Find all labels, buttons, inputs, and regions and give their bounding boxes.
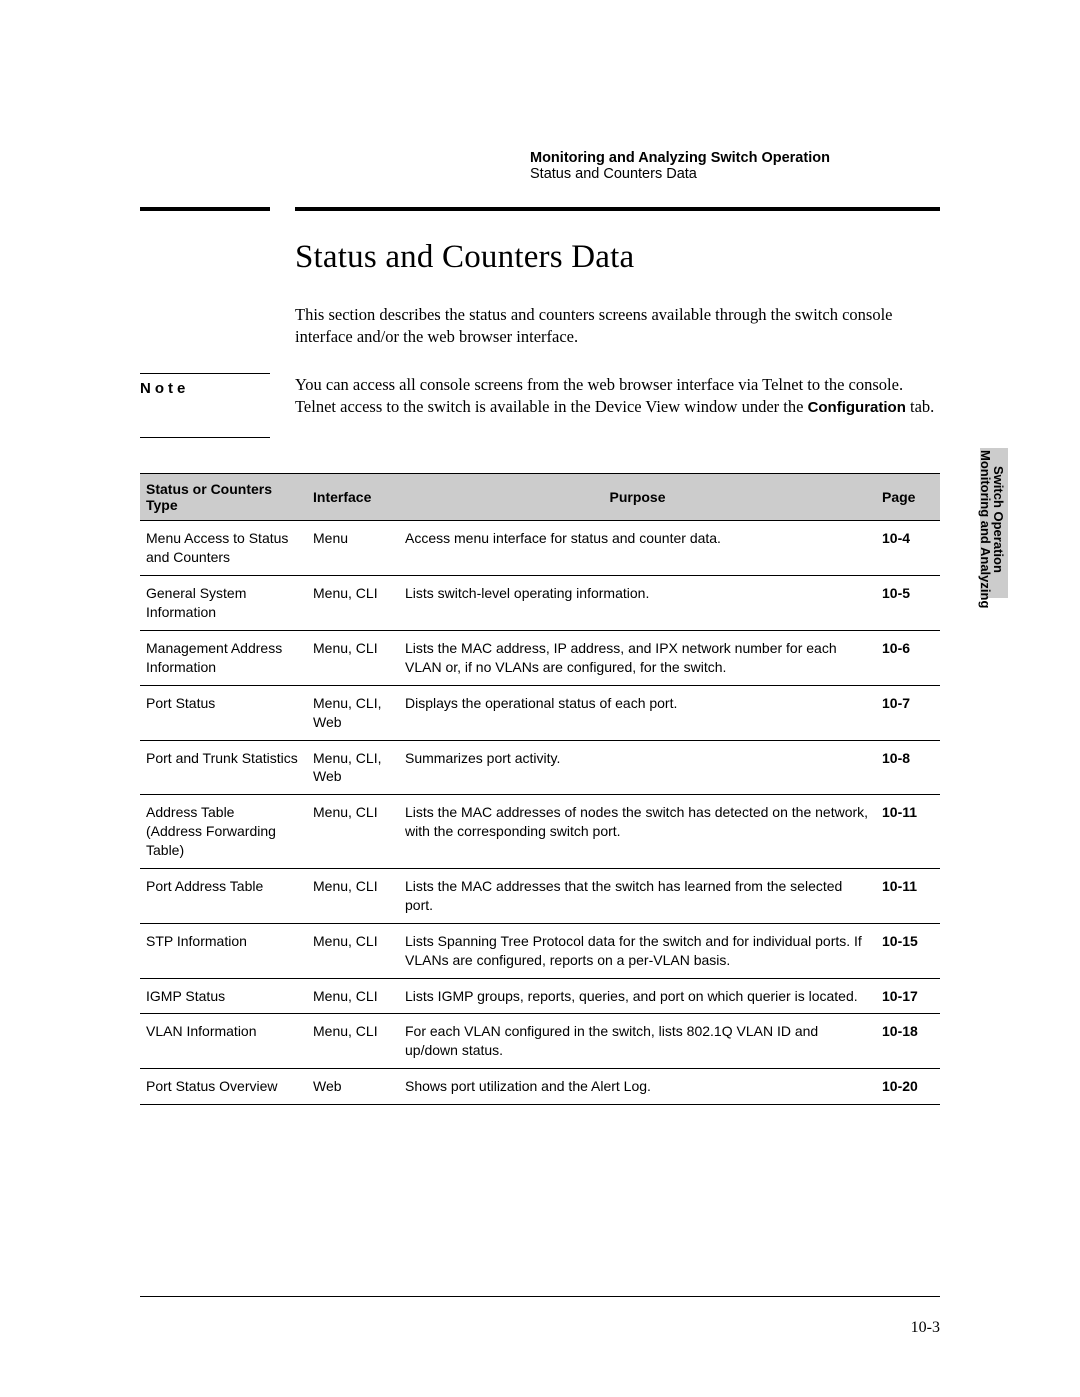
cell-page: 10-20	[876, 1069, 940, 1105]
cell-interface: Menu, CLI, Web	[307, 685, 399, 740]
cell-page: 10-7	[876, 685, 940, 740]
cell-page: 10-15	[876, 923, 940, 978]
section-title: Status and Counters Data	[295, 239, 940, 276]
table-row: General System InformationMenu, CLILists…	[140, 576, 940, 631]
cell-page: 10-8	[876, 740, 940, 795]
page-header: Monitoring and Analyzing Switch Operatio…	[530, 150, 940, 182]
table-row: Address Table (Address Forwarding Table)…	[140, 795, 940, 869]
footer-rule	[140, 1296, 940, 1297]
header-title: Monitoring and Analyzing Switch Operatio…	[530, 150, 940, 166]
cell-type: Port and Trunk Statistics	[140, 740, 307, 795]
table-header-interface: Interface	[307, 474, 399, 521]
cell-page: 10-6	[876, 630, 940, 685]
table-header-type: Status or Counters Type	[140, 474, 307, 521]
cell-purpose: Lists IGMP groups, reports, queries, and…	[399, 978, 876, 1014]
cell-purpose: Lists the MAC address, IP address, and I…	[399, 630, 876, 685]
cell-purpose: Lists the MAC addresses that the switch …	[399, 868, 876, 923]
table-row: Port Address TableMenu, CLILists the MAC…	[140, 868, 940, 923]
cell-interface: Menu, CLI	[307, 978, 399, 1014]
cell-page: 10-17	[876, 978, 940, 1014]
cell-interface: Menu, CLI	[307, 1014, 399, 1069]
cell-type: Address Table (Address Forwarding Table)	[140, 795, 307, 869]
table-header-page: Page	[876, 474, 940, 521]
header-subtitle: Status and Counters Data	[530, 166, 940, 182]
cell-interface: Menu, CLI	[307, 868, 399, 923]
section-intro: This section describes the status and co…	[295, 304, 940, 349]
cell-type: Port Status Overview	[140, 1069, 307, 1105]
cell-interface: Menu	[307, 521, 399, 576]
cell-interface: Web	[307, 1069, 399, 1105]
document-page: Monitoring and Analyzing Switch Operatio…	[0, 0, 1080, 1165]
cell-interface: Menu, CLI	[307, 630, 399, 685]
table-row: Menu Access to Status and CountersMenuAc…	[140, 521, 940, 576]
cell-interface: Menu, CLI	[307, 795, 399, 869]
cell-type: Port Status	[140, 685, 307, 740]
table-row: Port and Trunk StatisticsMenu, CLI, WebS…	[140, 740, 940, 795]
cell-type: Menu Access to Status and Counters	[140, 521, 307, 576]
status-counters-table: Status or Counters Type Interface Purpos…	[140, 473, 940, 1105]
table-row: VLAN InformationMenu, CLIFor each VLAN c…	[140, 1014, 940, 1069]
table-row: Port Status OverviewWebShows port utiliz…	[140, 1069, 940, 1105]
cell-type: STP Information	[140, 923, 307, 978]
note-body-bold: Configuration	[808, 399, 906, 416]
cell-purpose: Lists the MAC addresses of nodes the swi…	[399, 795, 876, 869]
cell-interface: Menu, CLI	[307, 923, 399, 978]
cell-page: 10-5	[876, 576, 940, 631]
table-row: Management Address InformationMenu, CLIL…	[140, 630, 940, 685]
side-tab: Monitoring and Analyzing Switch Operatio…	[980, 448, 1008, 598]
cell-page: 10-11	[876, 868, 940, 923]
cell-interface: Menu, CLI, Web	[307, 740, 399, 795]
section-rule: Status and Counters Data This section de…	[140, 207, 940, 373]
page-number: 10-3	[911, 1319, 940, 1337]
cell-purpose: Shows port utilization and the Alert Log…	[399, 1069, 876, 1105]
cell-interface: Menu, CLI	[307, 576, 399, 631]
cell-type: Management Address Information	[140, 630, 307, 685]
cell-type: IGMP Status	[140, 978, 307, 1014]
cell-purpose: Lists Spanning Tree Protocol data for th…	[399, 923, 876, 978]
note-label: Note	[140, 380, 295, 397]
note-body-post: tab.	[906, 397, 934, 416]
cell-type: Port Address Table	[140, 868, 307, 923]
cell-purpose: Summarizes port activity.	[399, 740, 876, 795]
cell-purpose: Lists switch-level operating information…	[399, 576, 876, 631]
note-body: You can access all console screens from …	[295, 373, 940, 438]
table-row: Port StatusMenu, CLI, WebDisplays the op…	[140, 685, 940, 740]
cell-page: 10-11	[876, 795, 940, 869]
side-tab-line2: Switch Operation	[991, 466, 1006, 573]
cell-type: General System Information	[140, 576, 307, 631]
table-row: IGMP StatusMenu, CLILists IGMP groups, r…	[140, 978, 940, 1014]
table-header-purpose: Purpose	[399, 474, 876, 521]
table-row: STP InformationMenu, CLILists Spanning T…	[140, 923, 940, 978]
cell-page: 10-4	[876, 521, 940, 576]
cell-purpose: For each VLAN configured in the switch, …	[399, 1014, 876, 1069]
cell-type: VLAN Information	[140, 1014, 307, 1069]
cell-purpose: Displays the operational status of each …	[399, 685, 876, 740]
cell-page: 10-18	[876, 1014, 940, 1069]
note-block: Note You can access all console screens …	[140, 373, 940, 438]
cell-purpose: Access menu interface for status and cou…	[399, 521, 876, 576]
